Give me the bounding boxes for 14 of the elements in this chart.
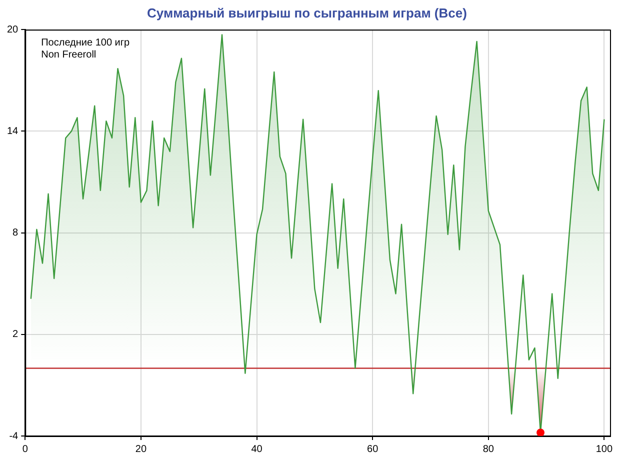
x-tick-label: 100 xyxy=(596,444,613,455)
x-tick-label: 40 xyxy=(251,444,263,455)
x-tick-label: 20 xyxy=(135,444,147,455)
y-tick-label: -4 xyxy=(9,430,19,442)
annotation: Non Freeroll xyxy=(41,49,96,60)
annotation: Последние 100 игр xyxy=(41,37,130,48)
chart-title: Суммарный выигрыш по сыгранным играм (Все) xyxy=(147,5,467,20)
y-tick-label: 2 xyxy=(12,329,19,340)
x-tick-label: 0 xyxy=(22,444,28,455)
y-tick-label: 8 xyxy=(12,228,19,239)
y-tick-label: 20 xyxy=(7,24,19,36)
x-tick-label: 60 xyxy=(367,444,379,455)
y-tick-label: 14 xyxy=(7,126,19,137)
x-tick-label: 80 xyxy=(482,444,494,455)
